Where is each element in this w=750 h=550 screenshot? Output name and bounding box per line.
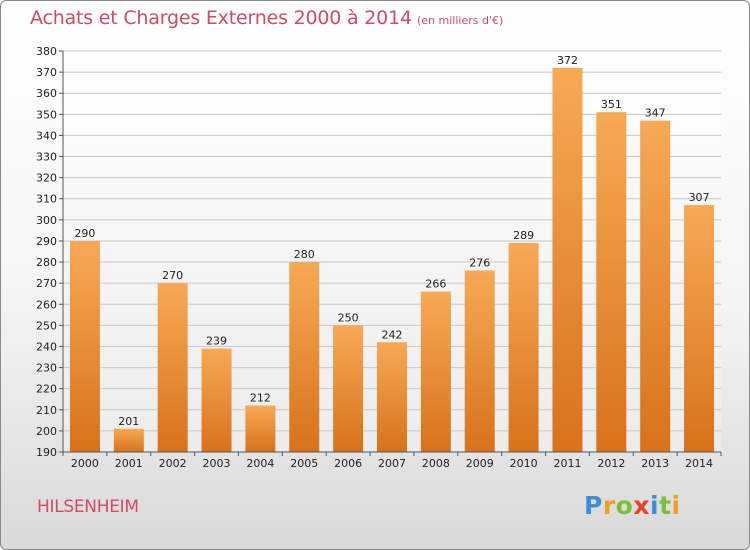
data-label-2002: 270 (162, 269, 183, 282)
bar-2010 (508, 243, 539, 452)
logo-letter-3: x (633, 491, 650, 520)
y-tick-label: 330 (36, 151, 57, 164)
proxiti-logo: Proxiti (584, 491, 681, 520)
bar-2012 (596, 112, 627, 452)
logo-letter-6: i (671, 491, 681, 520)
bar-2006 (333, 325, 364, 452)
x-tick-label-2002: 2002 (159, 457, 187, 470)
chart-subtitle: (en milliers d'€) (417, 14, 504, 27)
x-tick-label-2001: 2001 (115, 457, 143, 470)
logo-letter-1: r (602, 491, 616, 520)
data-label-2014: 307 (689, 191, 710, 204)
x-tick-label-2000: 2000 (71, 457, 99, 470)
bar-2014 (684, 205, 715, 452)
data-label-2013: 347 (645, 107, 666, 120)
y-tick-label: 190 (36, 446, 57, 459)
y-tick-label: 250 (36, 319, 57, 332)
y-tick-label: 350 (36, 108, 57, 121)
y-tick-label: 270 (36, 277, 57, 290)
logo-letter-2: o (615, 491, 634, 520)
data-label-2009: 276 (469, 256, 490, 269)
y-tick-label: 300 (36, 214, 57, 227)
y-tick-label: 230 (36, 362, 57, 375)
y-tick-label: 370 (36, 66, 57, 79)
bar-2013 (640, 120, 671, 452)
y-tick-label: 200 (36, 425, 57, 438)
data-label-2004: 212 (250, 392, 271, 405)
y-tick-label: 380 (36, 45, 57, 58)
x-tick-label-2009: 2009 (466, 457, 494, 470)
y-tick-label: 280 (36, 256, 57, 269)
bar-2007 (377, 342, 407, 452)
y-tick-label: 240 (36, 340, 57, 353)
data-label-2006: 250 (338, 311, 359, 324)
bar-2001 (113, 428, 144, 452)
y-tick-label: 290 (36, 235, 57, 248)
data-label-2005: 280 (294, 248, 315, 261)
data-label-2003: 239 (206, 335, 227, 348)
bar-2000 (69, 240, 100, 452)
logo-letter-0: P (584, 491, 603, 520)
bars (69, 67, 715, 452)
bar-2011 (552, 67, 583, 452)
bar-2009 (464, 270, 495, 452)
data-label-2010: 289 (513, 229, 534, 242)
x-tick-label-2011: 2011 (553, 457, 581, 470)
bar-2002 (157, 283, 188, 452)
bar-2008 (420, 291, 451, 452)
x-tick-label-2003: 2003 (203, 457, 231, 470)
x-tick-label-2010: 2010 (510, 457, 538, 470)
logo-letter-4: i (650, 491, 660, 520)
x-tick-label-2004: 2004 (246, 457, 274, 470)
data-labels: 290 201 270 239 212 280 250 242 266 276 289 372 351 3… (74, 54, 709, 428)
data-label-2012: 351 (601, 98, 622, 111)
x-tick-label-2006: 2006 (334, 457, 362, 470)
y-tick-label: 360 (36, 87, 57, 100)
y-tick-label: 320 (36, 172, 57, 185)
y-tick-label: 260 (36, 298, 57, 311)
bar-2003 (201, 348, 232, 452)
y-tick-label: 220 (36, 383, 57, 396)
axes: 190 200 210 220 230 240 250 260 270 280 290 300 310 3… (36, 45, 722, 470)
x-tick-label-2014: 2014 (685, 457, 713, 470)
data-label-2008: 266 (425, 278, 446, 291)
y-tick-label: 210 (36, 404, 57, 417)
x-tick-label-2005: 2005 (290, 457, 318, 470)
bar-2004 (245, 405, 276, 452)
x-tick-label-2013: 2013 (641, 457, 669, 470)
data-label-2000: 290 (74, 227, 95, 240)
data-label-2011: 372 (557, 54, 578, 67)
chart-title: Achats et Charges Externes 2000 à 2014 (30, 7, 412, 29)
logo-letter-5: t (659, 491, 672, 520)
x-tick-label-2012: 2012 (597, 457, 625, 470)
x-tick-label-2007: 2007 (378, 457, 406, 470)
commune-name: HILSENHEIM (37, 497, 139, 517)
y-tick-label: 340 (36, 129, 57, 142)
bar-2005 (289, 262, 320, 452)
x-tick-label-2008: 2008 (422, 457, 450, 470)
data-label-2007: 242 (382, 328, 403, 341)
data-label-2001: 201 (118, 415, 139, 428)
y-tick-label: 310 (36, 193, 57, 206)
